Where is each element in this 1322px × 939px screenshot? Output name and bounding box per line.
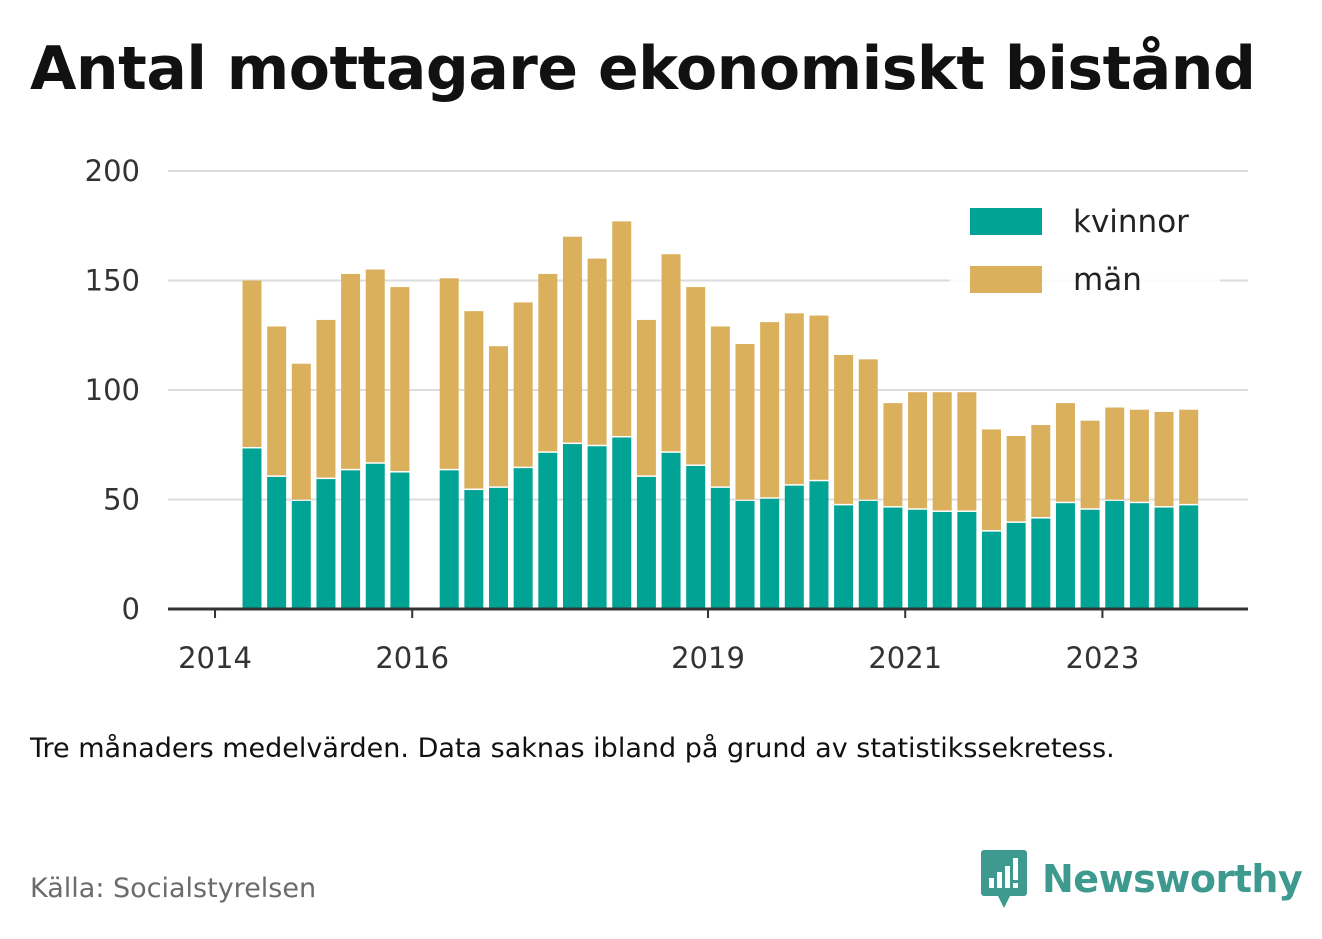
bar-kvinnor	[1179, 505, 1199, 609]
bar-man	[489, 346, 508, 487]
legend-label: män	[1073, 262, 1142, 298]
bar-kvinnor	[735, 501, 755, 609]
bar-kvinnor	[1055, 503, 1075, 609]
x-tick-label: 2019	[671, 641, 745, 675]
legend-swatch-kvinnor	[970, 208, 1042, 235]
x-tick-label: 2021	[868, 641, 942, 675]
newsworthy-logo[interactable]: Newsworthy	[980, 848, 1303, 910]
bar-kvinnor	[390, 472, 410, 609]
bar-kvinnor	[464, 490, 484, 609]
bar-man	[267, 326, 287, 476]
bar-kvinnor	[365, 463, 385, 609]
bar-kvinnor	[834, 505, 854, 609]
brand-name: Newsworthy	[1042, 857, 1303, 901]
bar-chart: 0 50 100 150 200 2014 2016 2019 2021 2023 kvinnor m…	[85, 154, 1248, 675]
bar-kvinnor	[1129, 503, 1149, 609]
bar-kvinnor	[957, 511, 977, 609]
bar-kvinnor	[1080, 509, 1100, 609]
x-tick-label: 2023	[1066, 641, 1140, 675]
bar-man	[1129, 409, 1149, 502]
bar-kvinnor	[587, 446, 607, 609]
x-tick-label: 2016	[375, 641, 449, 675]
bar-kvinnor	[686, 465, 706, 609]
bar-kvinnor	[809, 481, 829, 609]
legend-swatch-män	[970, 266, 1042, 293]
bar-man	[908, 392, 928, 509]
bar-man	[1105, 407, 1125, 500]
bar-kvinnor	[883, 507, 903, 609]
bar-man	[735, 344, 755, 500]
bar-man	[390, 287, 410, 472]
bar-man	[957, 392, 977, 511]
bar-kvinnor	[858, 501, 878, 609]
bar-man	[464, 311, 484, 489]
bar-man	[858, 359, 878, 500]
bar-man	[809, 315, 829, 480]
bar-man	[1055, 403, 1075, 502]
bar-kvinnor	[982, 531, 1001, 609]
bar-kvinnor	[1031, 518, 1051, 609]
bar-kvinnor	[242, 448, 262, 609]
bar-kvinnor	[636, 476, 656, 609]
bar-man	[710, 326, 730, 487]
bar-man	[562, 236, 582, 443]
bar-kvinnor	[932, 511, 952, 609]
bar-man	[661, 254, 681, 452]
bar-kvinnor	[908, 509, 928, 609]
bar-kvinnor	[784, 485, 804, 609]
bar-man	[1031, 425, 1051, 518]
bar-man	[612, 221, 632, 436]
bar-man	[1154, 411, 1174, 507]
bar-man	[883, 403, 903, 507]
bar-kvinnor	[291, 501, 311, 609]
bar-man	[538, 273, 558, 452]
bar-kvinnor	[612, 437, 632, 609]
bar-kvinnor	[1006, 522, 1026, 609]
bar-man	[316, 319, 336, 478]
bar-kvinnor	[710, 487, 730, 609]
bar-man	[834, 354, 854, 504]
bar-man	[341, 273, 361, 469]
bar-man	[365, 269, 385, 463]
bar-man	[1080, 420, 1100, 509]
bar-man	[291, 363, 311, 500]
bar-kvinnor	[489, 487, 508, 609]
bar-man	[1179, 409, 1199, 504]
y-tick-label: 150	[85, 264, 140, 298]
chart-note: Tre månaders medelvärden. Data saknas ib…	[30, 733, 1115, 764]
y-tick-label: 50	[103, 483, 140, 517]
bar-kvinnor	[267, 476, 287, 609]
bar-kvinnor	[513, 468, 533, 609]
bar-kvinnor	[760, 498, 780, 609]
bar-man	[982, 429, 1001, 531]
y-tick-label: 0	[122, 592, 140, 626]
bar-man	[439, 278, 459, 469]
bar-man	[686, 287, 706, 465]
legend-label: kvinnor	[1073, 204, 1189, 240]
bar-kvinnor	[562, 444, 582, 609]
bar-kvinnor	[538, 452, 558, 609]
source-text: Källa: Socialstyrelsen	[30, 873, 317, 904]
bar-kvinnor	[1105, 501, 1125, 609]
bar-man	[932, 392, 952, 511]
bar-man	[760, 322, 780, 498]
bar-man	[242, 280, 262, 447]
bar-man	[636, 319, 656, 476]
newsworthy-logo-icon	[981, 850, 1027, 908]
x-tick-label: 2014	[178, 641, 252, 675]
bar-man	[1006, 435, 1026, 522]
bar-man	[587, 258, 607, 445]
bar-man	[513, 302, 533, 467]
bar-kvinnor	[1154, 507, 1174, 609]
bar-kvinnor	[316, 479, 336, 609]
y-tick-label: 200	[85, 154, 140, 188]
bar-kvinnor	[439, 470, 459, 609]
y-tick-label: 100	[85, 373, 140, 407]
chart-title: Antal mottagare ekonomiskt bistånd	[30, 34, 1256, 104]
bar-man	[784, 313, 804, 485]
bar-kvinnor	[341, 470, 361, 609]
bar-kvinnor	[661, 452, 681, 609]
